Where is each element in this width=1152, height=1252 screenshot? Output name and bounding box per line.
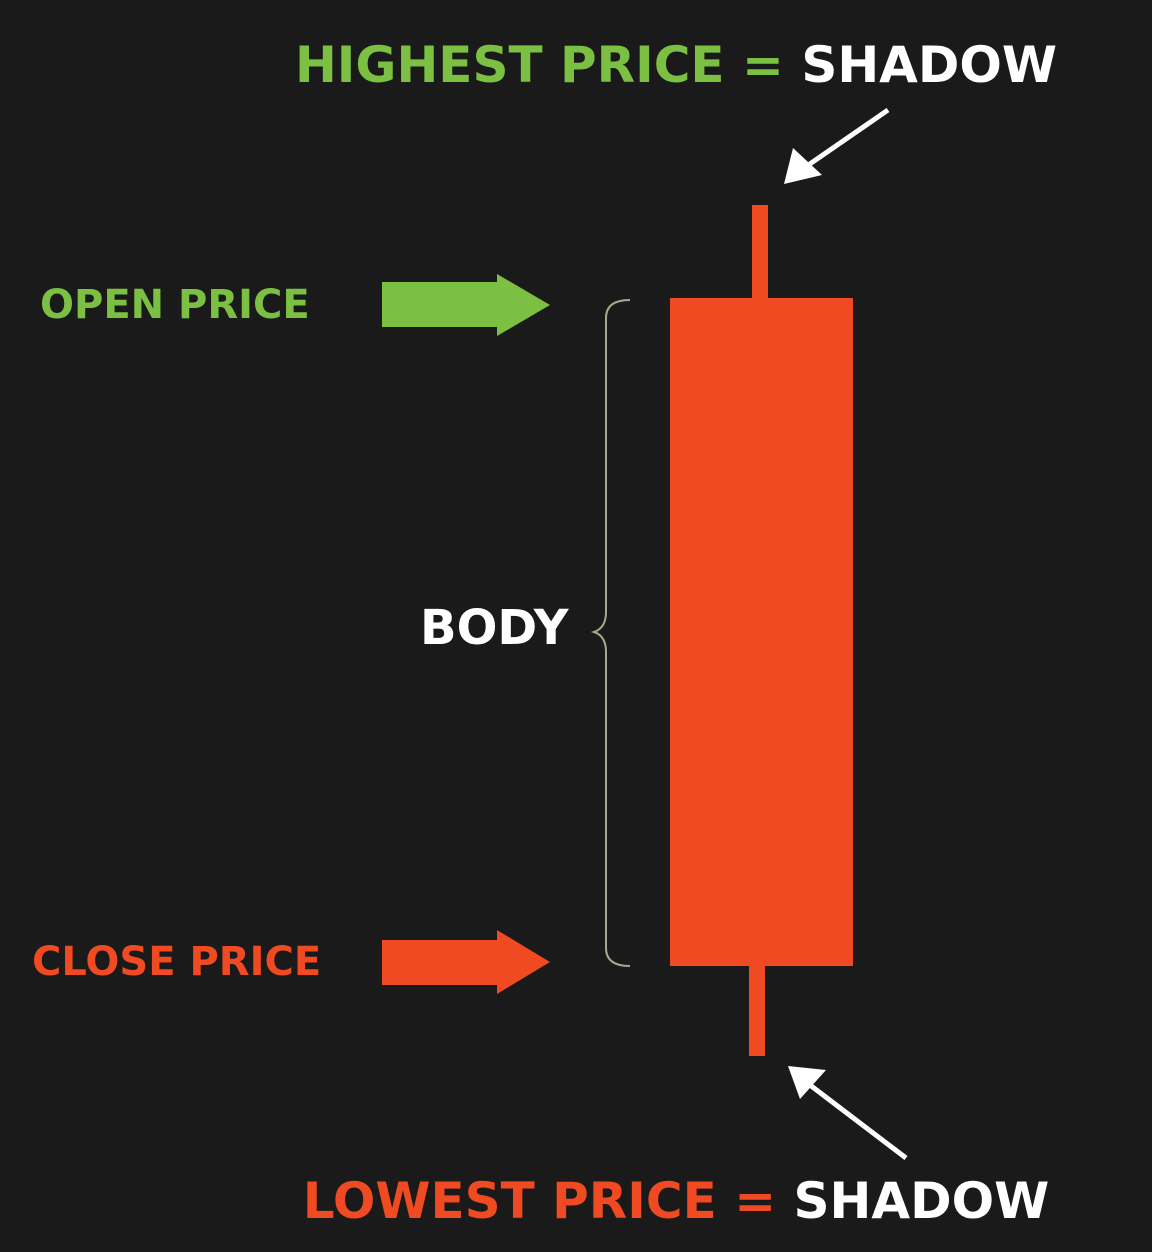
- shadow-top-pointer-icon: [784, 107, 890, 184]
- shadow-text-top: SHADOW: [801, 36, 1058, 94]
- lowest-price-heading: LOWEST PRICE = SHADOW: [0, 1176, 1152, 1226]
- highest-price-heading: HIGHEST PRICE = SHADOW: [0, 40, 1152, 90]
- candle-body: [670, 298, 853, 966]
- shadow-text-bottom: SHADOW: [793, 1172, 1050, 1230]
- upper-shadow-wick: [752, 205, 768, 303]
- body-label: BODY: [420, 600, 569, 656]
- shadow-bottom-pointer-icon: [788, 1066, 908, 1160]
- equals-sign-top: =: [742, 36, 784, 94]
- open-price-label: OPEN PRICE: [40, 282, 310, 328]
- close-price-arrow-icon: [382, 930, 550, 994]
- body-brace: [590, 299, 631, 967]
- equals-sign-bottom: =: [734, 1172, 777, 1230]
- highest-price-text: HIGHEST PRICE: [294, 36, 725, 94]
- open-price-arrow-icon: [382, 274, 550, 336]
- close-price-label: CLOSE PRICE: [32, 939, 322, 985]
- lower-shadow-wick: [749, 962, 765, 1056]
- lowest-price-text: LOWEST PRICE: [302, 1172, 717, 1230]
